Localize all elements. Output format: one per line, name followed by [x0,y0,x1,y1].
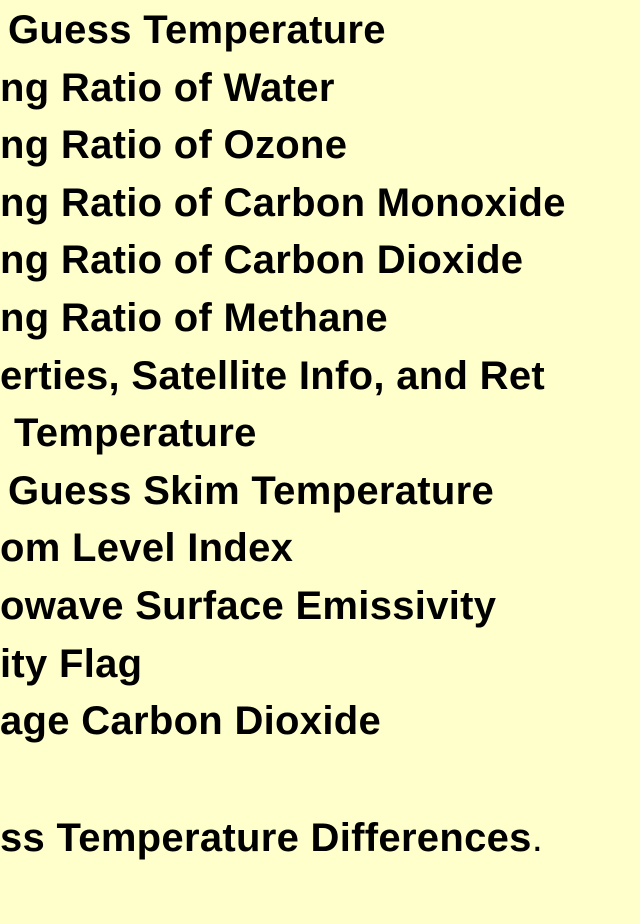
text-line: Temperature [14,411,257,456]
text-line: erties, Satellite Info, and Ret [0,353,545,398]
text-line: ng Ratio of Carbon Monoxide [0,180,566,225]
text-line: owave Surface Emissivity [0,584,497,628]
text-line: ng Ratio of Water [0,65,335,110]
text-line: ng Ratio of Methane [0,296,388,340]
text-line: Guess Skim Temperature [8,468,495,513]
text-line: ity Flag [0,641,143,686]
closing-period: . [531,816,544,860]
text-line: Guess Temperature [8,8,386,52]
text-line: ng Ratio of Carbon Dioxide [0,238,524,283]
text-line: om Level Index [0,526,294,571]
closing-text: ss Temperature Differences [0,816,532,860]
text-line: ng Ratio of Ozone [0,123,348,168]
text-line: age Carbon Dioxide [0,699,382,744]
closing-line: ss Temperature Differences. [0,814,543,862]
